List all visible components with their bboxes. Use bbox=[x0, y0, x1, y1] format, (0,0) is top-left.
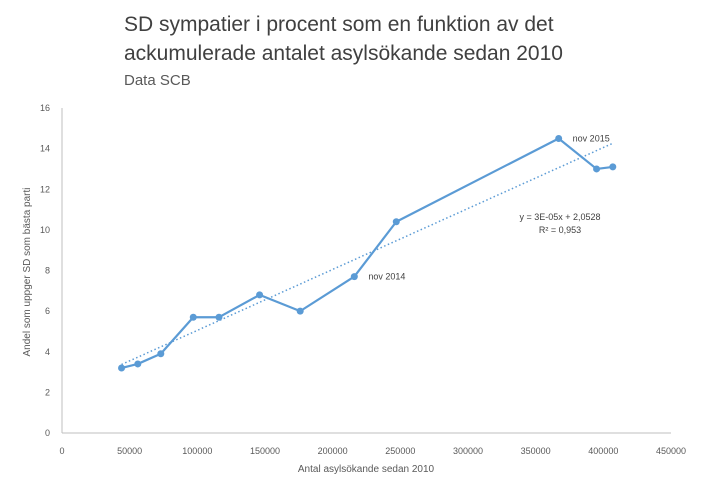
x-tick-label: 150000 bbox=[250, 446, 280, 456]
chart-title: SD sympatier i procent som en funktion a… bbox=[124, 10, 684, 68]
data-point bbox=[555, 134, 563, 142]
data-point bbox=[593, 165, 601, 173]
point-annotation: nov 2015 bbox=[573, 133, 610, 143]
x-tick-label: 300000 bbox=[453, 446, 483, 456]
x-axis-label: Antal asylsökande sedan 2010 bbox=[298, 464, 435, 475]
data-point bbox=[296, 307, 304, 315]
series-group bbox=[118, 134, 617, 372]
x-tick-label: 350000 bbox=[521, 446, 551, 456]
y-tick-label: 6 bbox=[45, 306, 50, 316]
data-point bbox=[134, 360, 142, 368]
data-point bbox=[189, 313, 197, 321]
data-point bbox=[350, 273, 358, 281]
trendline bbox=[121, 142, 614, 366]
chart-title-line-2: ackumulerade antalet asylsökande sedan 2… bbox=[124, 42, 563, 65]
x-tick-label: 250000 bbox=[385, 446, 415, 456]
y-tick-label: 10 bbox=[40, 225, 50, 235]
annotations-group: nov 2014 nov 2015 bbox=[368, 133, 609, 281]
data-point bbox=[256, 291, 264, 299]
y-tick-label: 0 bbox=[45, 428, 50, 438]
y-tick-labels: 0 2 4 6 8 10 12 14 16 bbox=[40, 103, 50, 438]
data-point bbox=[609, 163, 617, 171]
chart-subtitle: Data SCB bbox=[124, 72, 191, 89]
point-annotation: nov 2014 bbox=[368, 272, 405, 282]
y-axis-label: Andel som uppger SD som bästa parti bbox=[22, 188, 33, 357]
data-point bbox=[392, 218, 400, 226]
trend-r-squared: R² = 0,953 bbox=[539, 225, 581, 235]
x-tick-label: 50000 bbox=[117, 446, 142, 456]
x-tick-label: 100000 bbox=[182, 446, 212, 456]
y-tick-label: 2 bbox=[45, 387, 50, 397]
y-tick-label: 14 bbox=[40, 144, 50, 154]
y-tick-label: 16 bbox=[40, 103, 50, 113]
x-tick-label: 200000 bbox=[318, 446, 348, 456]
x-tick-label: 0 bbox=[59, 446, 64, 456]
chart-title-line-1: SD sympatier i procent som en funktion a… bbox=[124, 13, 554, 36]
x-tick-label: 450000 bbox=[656, 446, 686, 456]
trendline-group bbox=[121, 142, 614, 366]
data-point bbox=[118, 364, 126, 372]
x-tick-label: 400000 bbox=[588, 446, 618, 456]
series-line bbox=[121, 137, 613, 370]
y-tick-label: 4 bbox=[45, 347, 50, 357]
trend-equation: y = 3E-05x + 2,0528 bbox=[519, 212, 600, 222]
x-tick-labels: 0 50000 100000 150000 200000 250000 300000 3500… bbox=[59, 446, 686, 456]
data-point bbox=[215, 313, 223, 321]
y-tick-label: 8 bbox=[45, 266, 50, 276]
y-tick-label: 12 bbox=[40, 184, 50, 194]
data-point bbox=[157, 350, 165, 358]
